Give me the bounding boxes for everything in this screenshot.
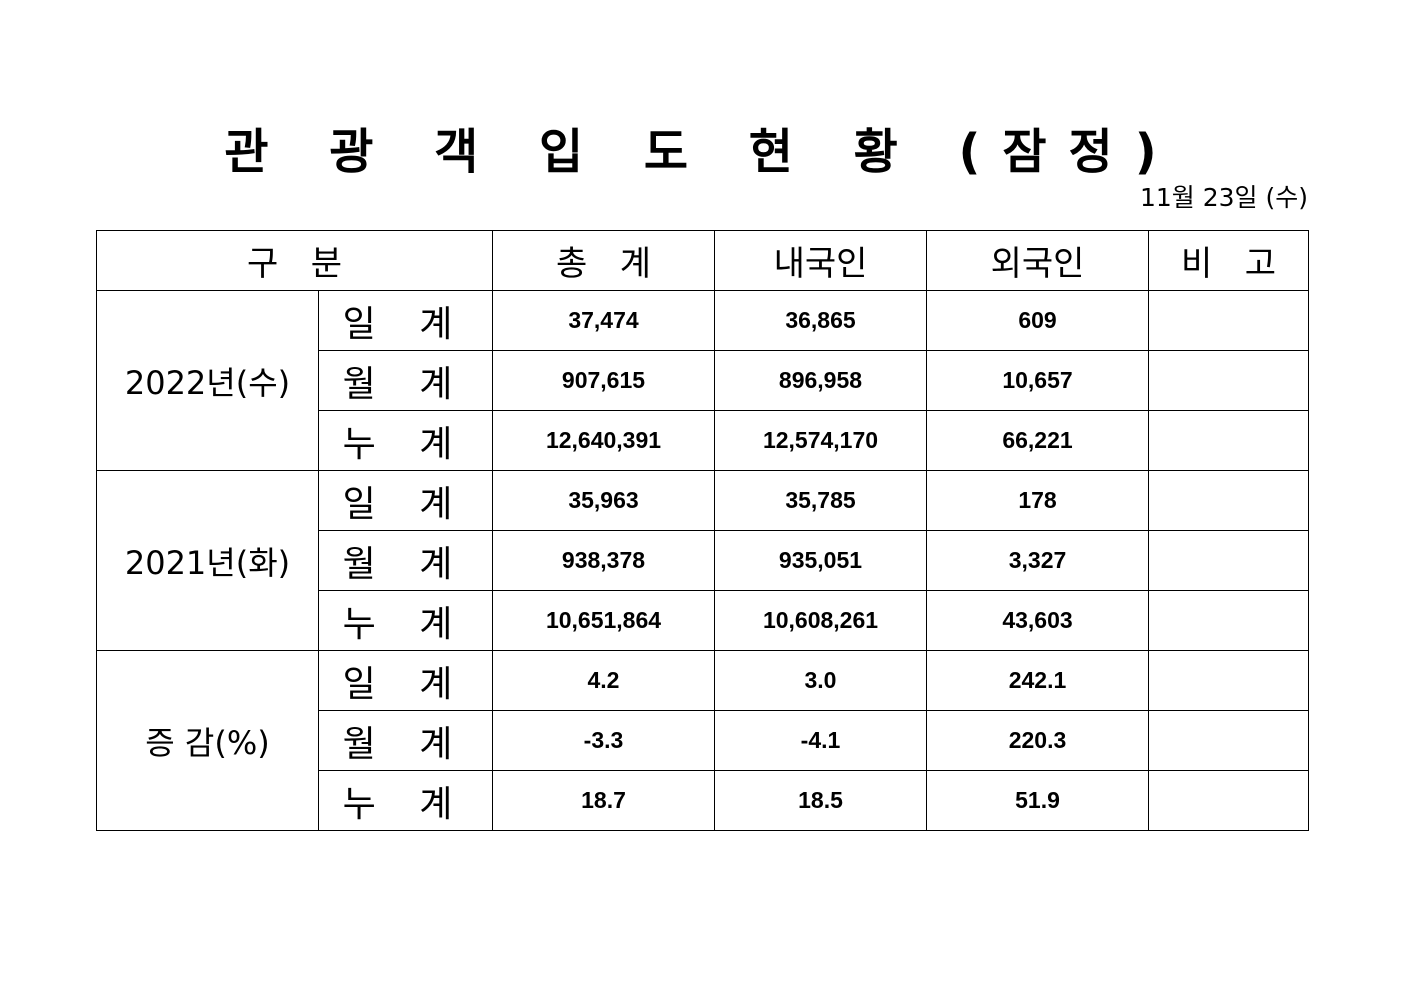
cell-total: 37,474 [492, 290, 715, 351]
cell-total: 35,963 [492, 470, 715, 531]
row-label: 월 계 [318, 530, 493, 591]
group-label: 증 감(%) [96, 650, 319, 831]
cell-foreign: 3,327 [926, 530, 1149, 591]
cell-domestic: 35,785 [714, 470, 927, 531]
row-label: 월 계 [318, 710, 493, 771]
cell-domestic: 935,051 [714, 530, 927, 591]
tourist-arrivals-table: 구 분 총 계 내국인 외국인 비 고 2022년(수) 일 계 37,474 36,… [96, 230, 1309, 831]
cell-foreign: 242.1 [926, 650, 1149, 711]
header-domestic: 내국인 [714, 230, 927, 291]
cell-total: -3.3 [492, 710, 715, 771]
group-label: 2021년(화) [96, 470, 319, 651]
row-label: 누 계 [318, 770, 493, 831]
table-row: 누 계 18.7 18.5 51.9 [97, 770, 1309, 831]
cell-foreign: 66,221 [926, 410, 1149, 471]
cell-total: 10,651,864 [492, 590, 715, 651]
cell-total: 907,615 [492, 350, 715, 411]
cell-foreign: 10,657 [926, 350, 1149, 411]
cell-domestic: 12,574,170 [714, 410, 927, 471]
cell-note [1148, 710, 1309, 771]
row-label: 일 계 [318, 650, 493, 711]
cell-foreign: 178 [926, 470, 1149, 531]
cell-note [1148, 530, 1309, 591]
header-note: 비 고 [1148, 230, 1309, 291]
cell-note [1148, 770, 1309, 831]
row-label: 일 계 [318, 290, 493, 351]
table-row: 누 계 12,640,391 12,574,170 66,221 [97, 410, 1309, 471]
table-row: 누 계 10,651,864 10,608,261 43,603 [97, 590, 1309, 651]
row-label: 누 계 [318, 590, 493, 651]
cell-domestic: 36,865 [714, 290, 927, 351]
header-foreign: 외국인 [926, 230, 1149, 291]
cell-domestic: -4.1 [714, 710, 927, 771]
cell-note [1148, 410, 1309, 471]
cell-domestic: 3.0 [714, 650, 927, 711]
header-category: 구 분 [96, 230, 493, 291]
cell-foreign: 609 [926, 290, 1149, 351]
cell-domestic: 18.5 [714, 770, 927, 831]
row-label: 일 계 [318, 470, 493, 531]
cell-foreign: 43,603 [926, 590, 1149, 651]
cell-total: 18.7 [492, 770, 715, 831]
table-row: 2022년(수) 일 계 37,474 36,865 609 [96, 290, 1309, 471]
cell-note [1148, 350, 1309, 411]
cell-total: 12,640,391 [492, 410, 715, 471]
report-date: 11월 23일 (수) [1139, 183, 1308, 212]
row-label: 월 계 [318, 350, 493, 411]
cell-note [1148, 650, 1309, 711]
table-row: 2021년(화) 일 계 35,963 35,785 178 [96, 470, 1309, 651]
group-label: 2022년(수) [96, 290, 319, 471]
cell-total: 4.2 [492, 650, 715, 711]
cell-foreign: 220.3 [926, 710, 1149, 771]
cell-total: 938,378 [492, 530, 715, 591]
header-total: 총 계 [492, 230, 715, 291]
table-row: 월 계 938,378 935,051 3,327 [97, 530, 1309, 591]
row-label: 누 계 [318, 410, 493, 471]
table-row: 증 감(%) 일 계 4.2 3.0 242.1 [96, 650, 1309, 831]
cell-domestic: 896,958 [714, 350, 927, 411]
table-row: 월 계 -3.3 -4.1 220.3 [97, 710, 1309, 771]
cell-domestic: 10,608,261 [714, 590, 927, 651]
header-row: 구 분 총 계 내국인 외국인 비 고 [96, 230, 1309, 291]
page-title: 관 광 객 입 도 현 황 (잠정) [224, 124, 1179, 180]
cell-note [1148, 590, 1309, 651]
cell-note [1148, 290, 1309, 351]
cell-note [1148, 470, 1309, 531]
cell-foreign: 51.9 [926, 770, 1149, 831]
